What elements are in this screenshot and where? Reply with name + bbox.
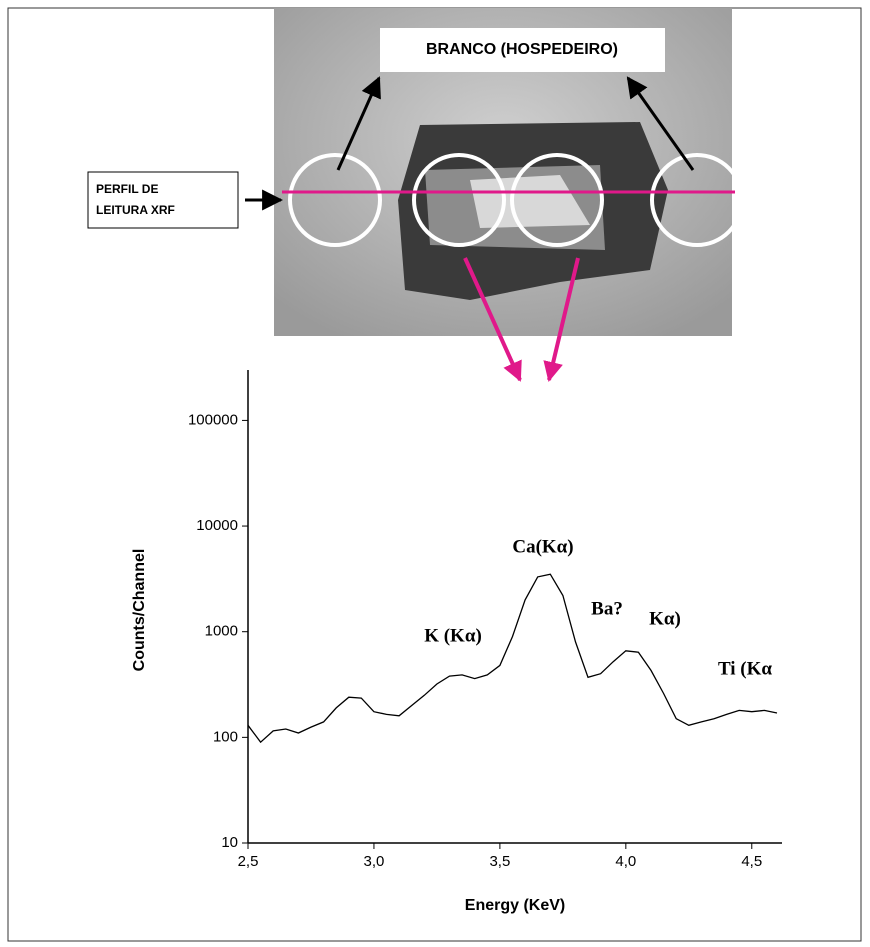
x-tick-label: 3,5 bbox=[489, 853, 510, 870]
host-label-box bbox=[380, 28, 665, 72]
y-axis-label: Counts/Channel bbox=[131, 549, 148, 672]
x-tick-label: 2,5 bbox=[238, 853, 259, 870]
x-tick-label: 4,0 bbox=[615, 853, 636, 870]
annotation: K (Kα) bbox=[424, 625, 482, 646]
x-tick-label: 4,5 bbox=[741, 853, 762, 870]
y-tick-label: 100000 bbox=[188, 411, 238, 428]
profile-label-box bbox=[87, 171, 239, 229]
y-tick-label: 10000 bbox=[196, 517, 238, 534]
x-axis-label: Energy (KeV) bbox=[465, 897, 565, 914]
profile-label: LEITURA XRF bbox=[96, 203, 175, 217]
profile-label: PERFIL DE bbox=[96, 182, 158, 196]
spectrum bbox=[247, 573, 778, 744]
annotation: Ba? bbox=[591, 598, 623, 619]
pink-arrows bbox=[463, 257, 580, 382]
annotation: Kα) bbox=[649, 608, 681, 629]
x-tick-label: 3,0 bbox=[364, 853, 385, 870]
chart: 10 100 1000 10000 100000 2,5 3,0 3,5 4,0 4,5 Energ… bbox=[131, 370, 782, 914]
y-tick-label: 1000 bbox=[205, 623, 238, 640]
annotation: Ti (Kα bbox=[718, 658, 772, 679]
y-tick-label: 100 bbox=[213, 728, 238, 745]
annotation: Ca(Kα) bbox=[512, 536, 573, 557]
arrows bbox=[245, 76, 695, 211]
host-label: BRANCO (HOSPEDEIRO) bbox=[426, 41, 618, 58]
y-tick-label: 10 bbox=[221, 834, 238, 851]
